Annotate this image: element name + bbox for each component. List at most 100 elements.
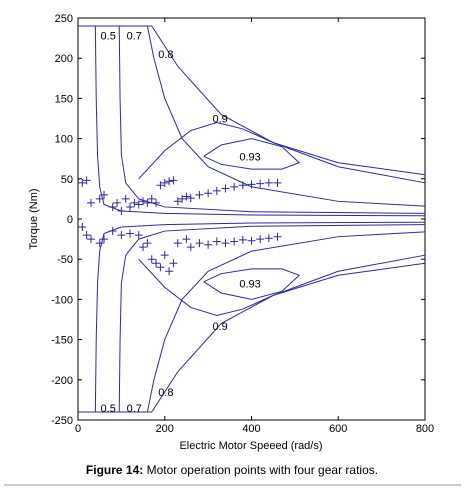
operation-point [87, 235, 96, 244]
operation-point [130, 198, 139, 207]
contour-label: 0.8 [158, 387, 173, 399]
operation-point [126, 202, 135, 211]
operation-point [165, 177, 174, 186]
operation-point [121, 194, 130, 203]
x-tick-label: 400 [242, 423, 260, 435]
operation-point [247, 236, 256, 245]
contour-line [138, 254, 426, 316]
y-tick-label: -100 [51, 294, 73, 306]
operation-point [230, 182, 239, 191]
contour-label: 0.7 [127, 403, 142, 415]
caption: Figure 14: Motor operation points with f… [86, 463, 378, 477]
contour-line [78, 25, 426, 176]
contour-label: 0.93 [239, 278, 260, 290]
operation-point [134, 231, 143, 240]
operation-point [186, 194, 195, 203]
y-tick-label: 100 [55, 134, 73, 146]
contour-label: 0.93 [239, 151, 260, 163]
y-tick-label: -150 [51, 335, 73, 347]
x-tick-label: 0 [75, 423, 81, 435]
operation-point [273, 232, 282, 241]
operation-point [108, 227, 117, 236]
operation-point [78, 178, 87, 187]
operation-point [147, 255, 156, 264]
operation-point [87, 198, 96, 207]
contour-line [138, 122, 426, 184]
operation-point [221, 239, 230, 248]
contour-label: 0.7 [127, 31, 142, 43]
contour-line [146, 25, 426, 207]
operation-point [152, 198, 161, 207]
operation-point [117, 206, 126, 215]
operation-point [178, 194, 187, 203]
contour-label: 0.9 [212, 114, 227, 126]
operation-point [169, 259, 178, 268]
operation-point [173, 239, 182, 248]
contour-line [146, 231, 426, 413]
contour-line [118, 224, 426, 412]
operation-point [195, 190, 204, 199]
y-tick-label: 250 [55, 13, 73, 25]
y-tick-label: -50 [57, 254, 73, 266]
operation-point [173, 197, 182, 206]
operation-point [160, 178, 169, 187]
operation-point [247, 180, 256, 189]
operation-point [238, 235, 247, 244]
operation-point [108, 202, 117, 211]
operation-point [126, 229, 135, 238]
x-tick-label: 600 [329, 423, 347, 435]
operation-point [156, 181, 165, 190]
contour-line [94, 221, 426, 412]
contour-line [94, 26, 426, 217]
operation-point [78, 223, 87, 232]
operation-point [82, 176, 91, 185]
y-axis-label: Torque (Nm) [28, 188, 40, 249]
operation-point [143, 198, 152, 207]
operation-point [134, 200, 143, 209]
y-tick-label: 50 [61, 174, 73, 186]
operation-point [156, 263, 165, 272]
operation-point [256, 235, 265, 244]
operation-point [147, 194, 156, 203]
operation-point [238, 181, 247, 190]
y-tick-label: 150 [55, 93, 73, 105]
operation-point [182, 192, 191, 201]
x-tick-label: 200 [156, 423, 174, 435]
operation-point [169, 176, 178, 185]
operation-point [100, 190, 109, 199]
x-axis-label: Electric Motor Speeed (rad/s) [179, 440, 322, 452]
operation-point [139, 197, 148, 206]
operation-point [117, 231, 126, 240]
operation-point [221, 184, 230, 193]
contour-line [203, 268, 301, 300]
operation-point [212, 186, 221, 195]
y-tick-label: 0 [67, 214, 73, 226]
caption-label: Figure 14: [86, 463, 143, 477]
operation-point [160, 251, 169, 260]
operation-point [264, 234, 273, 243]
operation-point [100, 235, 109, 244]
operation-point [139, 243, 148, 252]
operation-point [212, 237, 221, 246]
operation-point [113, 198, 122, 207]
contour-label: 0.9 [212, 321, 227, 333]
contour-line [203, 138, 301, 170]
plot-frame [77, 17, 426, 421]
operation-point [256, 179, 265, 188]
operation-point [273, 178, 282, 187]
contour-line [78, 262, 426, 413]
operation-point [230, 237, 239, 246]
contour-label: 0.5 [101, 31, 116, 43]
operation-point [195, 239, 204, 248]
y-tick-label: 200 [55, 53, 73, 65]
operation-point [186, 243, 195, 252]
contour-line [118, 26, 426, 214]
operation-point [152, 259, 161, 268]
y-tick-label: -200 [51, 375, 73, 387]
operation-point [95, 239, 104, 248]
operation-point [95, 194, 104, 203]
operation-point [165, 267, 174, 276]
operation-point [264, 178, 273, 187]
operation-point [82, 231, 91, 240]
